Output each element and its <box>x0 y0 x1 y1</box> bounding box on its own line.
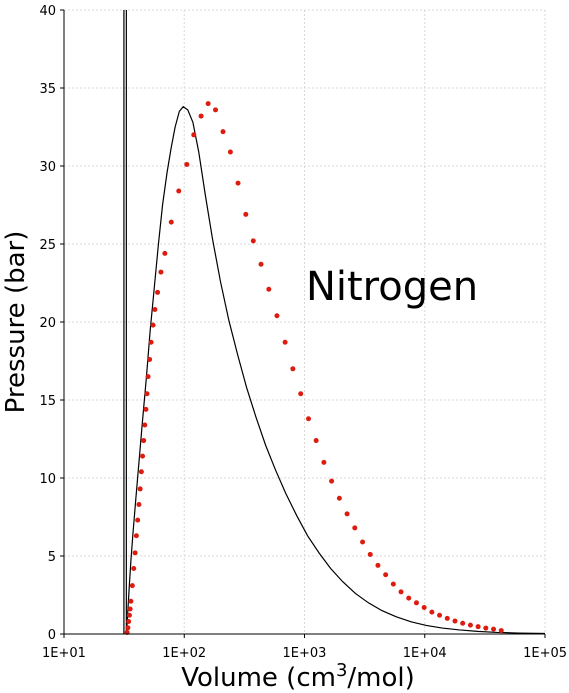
data-point <box>413 600 419 606</box>
data-point <box>274 313 280 319</box>
data-point <box>227 149 233 155</box>
axes <box>60 9 546 638</box>
data-point <box>390 581 396 587</box>
data-point <box>437 612 443 618</box>
x-axis-title-main: Volume (cm <box>181 663 336 693</box>
data-point <box>336 495 342 501</box>
data-point <box>483 625 489 631</box>
y-tick-label: 0 <box>48 628 56 643</box>
data-point <box>129 583 135 589</box>
data-point <box>383 572 389 578</box>
data-point <box>126 612 132 618</box>
data-point <box>243 211 249 217</box>
tick-labels: 0 5 10 15 20 25 30 35 40 1E+01 1E+02 1E+03 1E+04 1E+0… <box>39 4 567 661</box>
y-tick-label: 40 <box>39 4 56 19</box>
data-point <box>498 628 504 634</box>
data-point <box>176 188 182 194</box>
data-point <box>128 598 134 604</box>
data-point <box>452 618 458 624</box>
data-point <box>467 622 473 628</box>
data-point <box>491 626 497 632</box>
data-point <box>126 619 132 625</box>
data-point <box>406 595 412 601</box>
data-point <box>168 219 174 225</box>
data-point <box>131 565 137 571</box>
x-axis-title: Volume (cm3/mol) <box>181 660 415 693</box>
data-point <box>344 511 350 517</box>
data-point <box>191 132 197 138</box>
data-point <box>148 339 154 345</box>
y-tick-label: 35 <box>39 82 56 97</box>
data-point <box>138 469 144 475</box>
data-point <box>135 517 141 523</box>
data-point <box>429 609 435 615</box>
data-point <box>136 502 142 508</box>
data-point <box>205 101 211 107</box>
data-point <box>162 250 168 256</box>
data-point <box>125 625 131 631</box>
data-point <box>398 589 404 595</box>
data-point <box>235 180 241 186</box>
data-point <box>298 391 304 397</box>
data-point <box>140 453 146 459</box>
x-tick-label: 1E+04 <box>403 646 447 661</box>
data-point <box>184 161 190 167</box>
x-tick-label: 1E+03 <box>283 646 327 661</box>
data-point <box>266 286 272 292</box>
data-point <box>250 238 256 244</box>
y-tick-label: 15 <box>39 394 56 409</box>
data-point <box>329 478 335 484</box>
data-point <box>145 374 151 380</box>
data-point <box>282 339 288 345</box>
data-point <box>143 406 149 412</box>
data-point <box>367 551 373 557</box>
data-point <box>313 438 319 444</box>
y-tick-label: 25 <box>39 238 56 253</box>
data-point <box>137 486 143 492</box>
data-point <box>141 438 147 444</box>
data-point <box>258 261 264 267</box>
x-axis-title-tail: /mol) <box>347 663 414 693</box>
data-point <box>147 356 153 362</box>
series-layer <box>123 10 546 635</box>
y-tick-label: 20 <box>39 316 56 331</box>
x-axis-title-superscript: 3 <box>336 660 347 681</box>
data-point <box>421 604 427 610</box>
data-point <box>220 129 226 135</box>
data-point <box>306 416 312 422</box>
data-point <box>155 289 161 295</box>
data-point <box>460 620 466 626</box>
annotation-label: Nitrogen <box>306 264 478 310</box>
data-point <box>144 391 150 397</box>
data-point <box>142 422 148 428</box>
data-point <box>127 606 133 612</box>
data-point <box>352 525 358 531</box>
data-point <box>198 113 204 119</box>
data-point <box>152 307 158 313</box>
data-point <box>213 107 219 113</box>
data-point <box>290 366 296 372</box>
data-point <box>321 459 327 465</box>
data-point <box>133 533 139 539</box>
y-tick-label: 30 <box>39 160 56 175</box>
series-line-1 <box>126 105 546 635</box>
grid <box>63 9 546 635</box>
data-point <box>360 539 366 545</box>
data-point <box>158 269 164 275</box>
y-axis-title: Pressure (bar) <box>1 231 31 414</box>
x-tick-label: 1E+05 <box>523 646 567 661</box>
data-point <box>150 322 156 328</box>
data-point <box>444 615 450 621</box>
data-point <box>132 550 138 556</box>
data-point <box>375 562 381 568</box>
y-tick-label: 10 <box>39 472 56 487</box>
data-point <box>475 624 481 630</box>
y-tick-label: 5 <box>48 550 56 565</box>
x-tick-label: 1E+02 <box>162 646 206 661</box>
x-tick-label: 1E+01 <box>42 646 86 661</box>
